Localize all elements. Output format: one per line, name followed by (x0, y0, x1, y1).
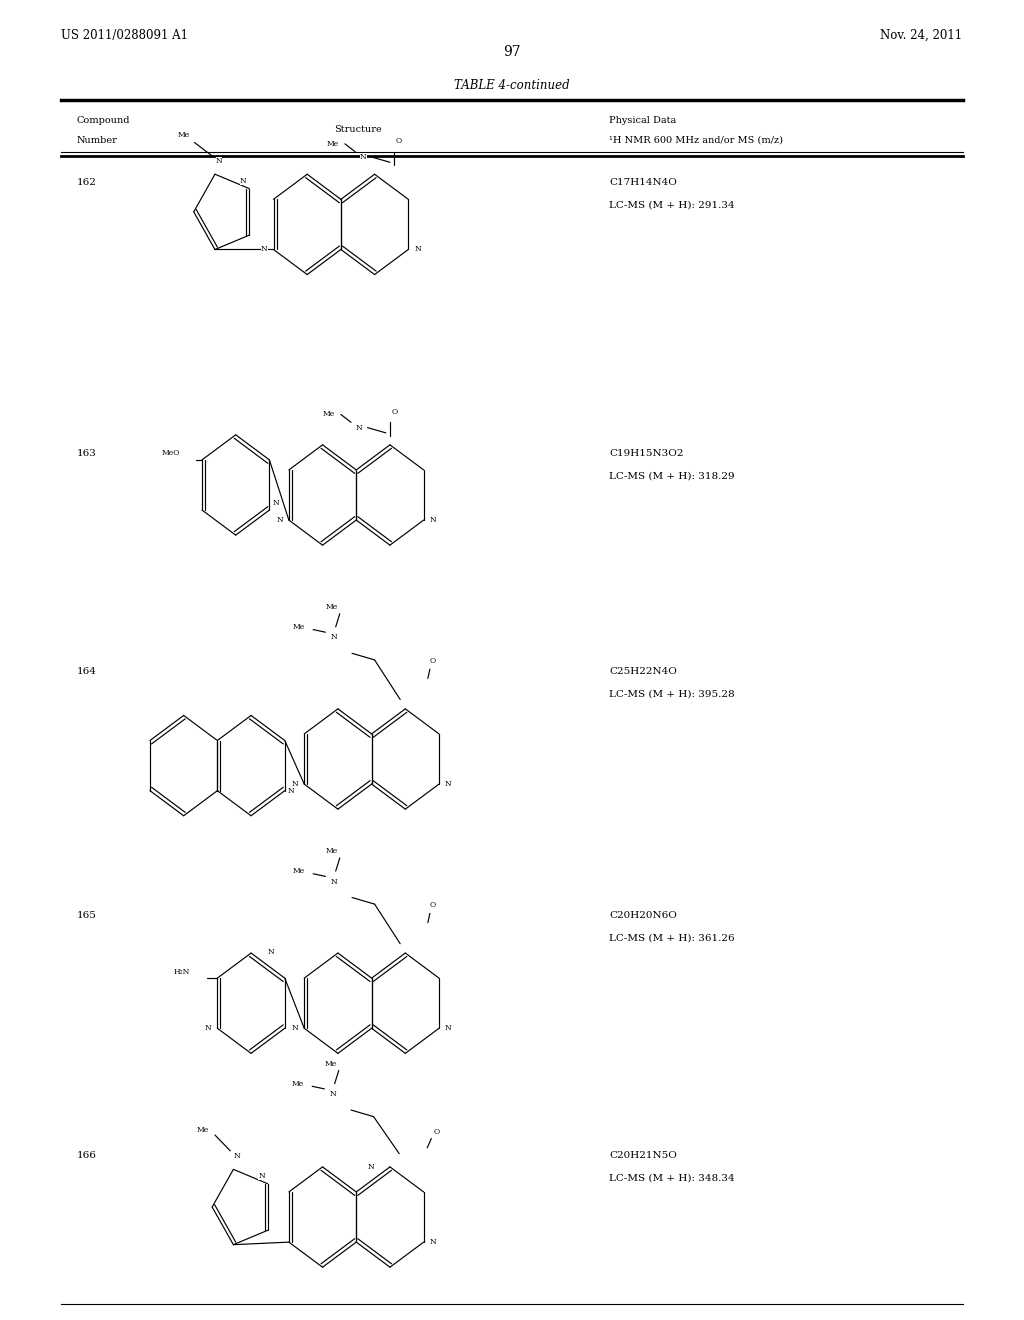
Text: Me: Me (327, 140, 339, 148)
Text: C19H15N3O2: C19H15N3O2 (609, 449, 684, 458)
Text: 162: 162 (77, 178, 96, 187)
Text: Me: Me (293, 867, 305, 875)
Text: 165: 165 (77, 911, 96, 920)
Text: N: N (240, 177, 247, 185)
Text: N: N (368, 1163, 374, 1171)
Text: N: N (288, 787, 294, 795)
Text: Me: Me (323, 411, 335, 418)
Text: N: N (356, 424, 362, 432)
Text: N: N (272, 499, 279, 507)
Text: N: N (330, 1090, 336, 1098)
Text: US 2011/0288091 A1: US 2011/0288091 A1 (61, 29, 188, 42)
Text: O: O (392, 408, 398, 416)
Text: N: N (216, 157, 222, 165)
Text: N: N (444, 780, 452, 788)
Text: TABLE 4-continued: TABLE 4-continued (455, 79, 569, 92)
Text: Compound: Compound (77, 116, 130, 125)
Text: O: O (396, 137, 402, 145)
Text: LC-MS (M + H): 291.34: LC-MS (M + H): 291.34 (609, 201, 735, 210)
Text: Number: Number (77, 136, 118, 145)
Text: LC-MS (M + H): 395.28: LC-MS (M + H): 395.28 (609, 689, 735, 698)
Text: N: N (414, 246, 421, 253)
Text: N: N (429, 516, 436, 524)
Text: Structure: Structure (335, 125, 382, 135)
Text: H₂N: H₂N (173, 968, 189, 975)
Text: 164: 164 (77, 667, 96, 676)
Text: N: N (292, 780, 298, 788)
Text: N: N (205, 1024, 212, 1032)
Text: Me: Me (326, 847, 338, 855)
Text: LC-MS (M + H): 318.29: LC-MS (M + H): 318.29 (609, 471, 735, 480)
Text: MeO: MeO (162, 449, 180, 457)
Text: C20H20N6O: C20H20N6O (609, 911, 677, 920)
Text: LC-MS (M + H): 348.34: LC-MS (M + H): 348.34 (609, 1173, 735, 1183)
Text: ¹H NMR 600 MHz and/or MS (m/z): ¹H NMR 600 MHz and/or MS (m/z) (609, 136, 783, 145)
Text: C25H22N4O: C25H22N4O (609, 667, 677, 676)
Text: C20H21N5O: C20H21N5O (609, 1151, 677, 1160)
Text: N: N (267, 948, 273, 956)
Text: LC-MS (M + H): 361.26: LC-MS (M + H): 361.26 (609, 933, 735, 942)
Text: N: N (331, 634, 337, 642)
Text: Me: Me (292, 1080, 304, 1088)
Text: N: N (276, 516, 283, 524)
Text: O: O (430, 902, 436, 909)
Text: Me: Me (197, 1126, 209, 1134)
Text: Me: Me (325, 1060, 337, 1068)
Text: 97: 97 (503, 45, 521, 59)
Text: Me: Me (326, 603, 338, 611)
Text: C17H14N4O: C17H14N4O (609, 178, 677, 187)
Text: N: N (234, 1152, 241, 1160)
Text: O: O (430, 657, 436, 665)
Text: O: O (433, 1129, 439, 1137)
Text: N: N (261, 246, 267, 253)
Text: 166: 166 (77, 1151, 96, 1160)
Text: N: N (292, 1024, 298, 1032)
Text: Physical Data: Physical Data (609, 116, 677, 125)
Text: N: N (331, 878, 337, 886)
Text: N: N (360, 153, 367, 161)
Text: N: N (429, 1238, 436, 1246)
Text: Me: Me (178, 131, 190, 139)
Text: 163: 163 (77, 449, 96, 458)
Text: Me: Me (293, 623, 305, 631)
Text: Nov. 24, 2011: Nov. 24, 2011 (881, 29, 963, 42)
Text: N: N (444, 1024, 452, 1032)
Text: N: N (258, 1172, 265, 1180)
